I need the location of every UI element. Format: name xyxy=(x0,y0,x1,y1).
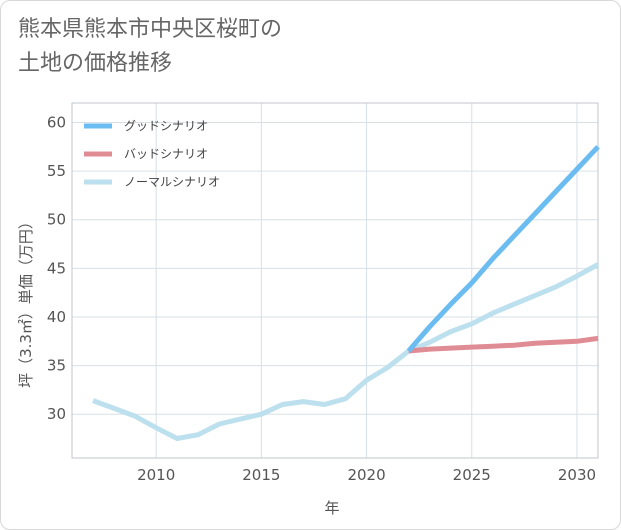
legend-label-bad-scenario: バッドシナリオ xyxy=(124,147,208,161)
x-tick-label: 2025 xyxy=(453,466,491,484)
chart-title-line-2: 土地の価格推移 xyxy=(18,51,173,76)
y-tick-label: 50 xyxy=(47,211,66,229)
x-tick-label: 2030 xyxy=(558,466,596,484)
x-tick-label: 2010 xyxy=(137,466,175,484)
plot-area-frame xyxy=(71,102,599,459)
series-line-bad-scenario xyxy=(408,335,599,354)
series-lines xyxy=(92,145,600,441)
y-tick-label: 40 xyxy=(47,308,66,326)
y-tick-label: 30 xyxy=(47,405,66,423)
y-tick-label: 45 xyxy=(47,259,66,277)
series-line-normal-scenario xyxy=(92,262,600,441)
y-tick-label: 60 xyxy=(47,113,66,131)
y-axis-ticks: 30 35 40 45 50 55 60 xyxy=(47,113,66,423)
y-tick-label: 35 xyxy=(47,357,66,375)
legend-label-good-scenario: グッドシナリオ xyxy=(124,119,208,133)
chart-title: 熊本県熊本市中央区桜町の 土地の価格推移 xyxy=(18,13,282,81)
x-axis-ticks: 2010 2015 2020 2025 2030 xyxy=(137,466,596,484)
y-tick-label: 55 xyxy=(47,162,66,180)
y-axis-label: 坪（3.3㎡）単価（万円） xyxy=(17,214,35,388)
x-tick-label: 2020 xyxy=(347,466,385,484)
series-line-good-scenario xyxy=(406,145,600,353)
x-axis-label: 年 xyxy=(324,499,339,517)
chart-title-line-1: 熊本県熊本市中央区桜町の xyxy=(18,17,283,42)
legend-label-normal-scenario: ノーマルシナリオ xyxy=(124,175,220,189)
x-tick-label: 2015 xyxy=(242,466,280,484)
